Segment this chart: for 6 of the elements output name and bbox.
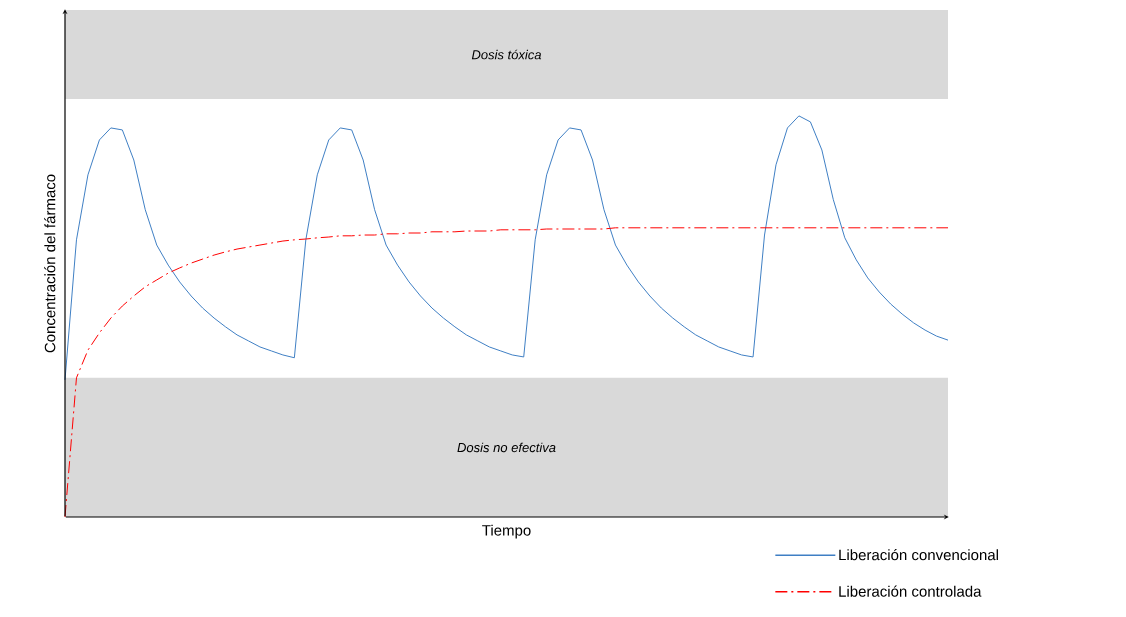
band-label: Dosis tóxica [471,49,542,60]
x-axis-title: Tiempo [482,524,531,539]
legend-label: Liberación controlada [839,585,982,597]
legend-label: Liberación convencional [839,549,998,561]
y-axis-title: Concentración del fármaco [44,174,56,353]
band-label: Dosis no efectiva [457,442,556,453]
